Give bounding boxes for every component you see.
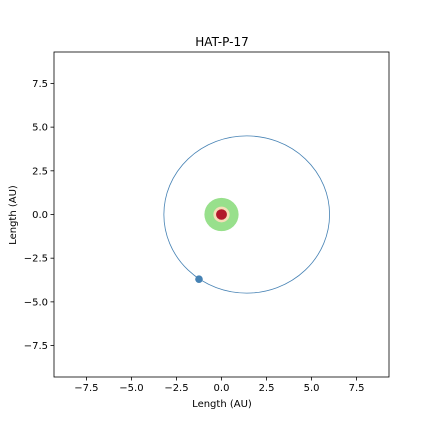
x-axis-label: Length (AU) — [192, 399, 252, 410]
x-tick-label: 0.0 — [214, 383, 230, 394]
orbit-path — [163, 135, 330, 294]
y-tick-label: −5.0 — [24, 297, 48, 308]
plot-area — [163, 135, 330, 294]
x-tick-label: −7.5 — [74, 383, 98, 394]
y-tick-label: 0.0 — [32, 210, 48, 221]
y-tick-label: −2.5 — [24, 254, 48, 265]
planet-marker — [195, 275, 203, 283]
x-tick-label: 5.0 — [304, 383, 320, 394]
y-tick-label: 2.5 — [32, 166, 48, 177]
plot-frame — [53, 51, 390, 378]
y-tick-label: −7.5 — [24, 341, 48, 352]
x-tick-label: 2.5 — [259, 383, 275, 394]
x-axis: −7.5 −5.0 −2.5 0.0 2.5 5.0 7.5 — [74, 377, 365, 394]
x-tick-label: −5.0 — [119, 383, 143, 394]
y-axis-label: Length (AU) — [8, 185, 19, 245]
y-tick-label: 5.0 — [32, 123, 48, 134]
chart-title: HAT-P-17 — [195, 35, 248, 49]
y-tick-label: 7.5 — [32, 79, 48, 90]
y-axis: −7.5 −5.0 −2.5 0.0 2.5 5.0 7.5 — [24, 79, 54, 352]
star-marker — [216, 209, 227, 220]
x-tick-label: 7.5 — [349, 383, 365, 394]
x-tick-label: −2.5 — [164, 383, 188, 394]
